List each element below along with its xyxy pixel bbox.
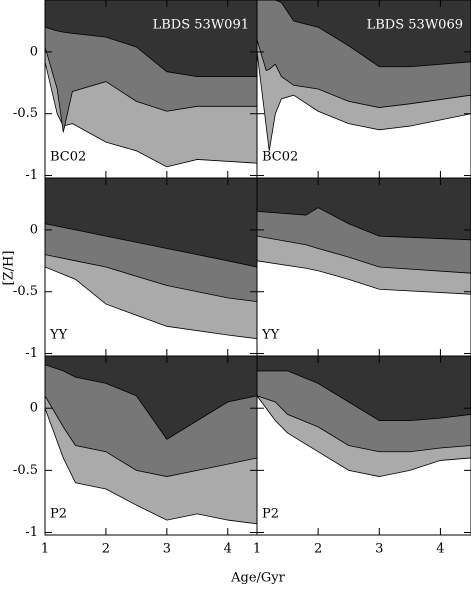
y-tick-label: -1 [25,346,38,361]
panel-title: LBDS 53W069 [367,18,463,33]
panel [257,356,471,535]
panel-title: LBDS 53W091 [153,18,249,33]
y-tick-label: -1 [25,525,38,540]
panel [45,0,257,178]
panel-label: P2 [262,507,279,522]
panel-label: BC02 [262,150,298,165]
contour-region [45,356,257,440]
x-tick-label: 4 [224,542,232,557]
x-tick-label: 1 [253,542,261,557]
contour-region [257,178,471,241]
y-tick-label: 0 [30,401,38,416]
y-tick-label: -1 [25,168,38,183]
y-tick-label: 0 [30,222,38,237]
panel [45,178,257,356]
panel [45,356,257,535]
y-tick-label: -0.5 [13,106,38,121]
panel-label: YY [261,328,280,343]
x-axis-label: Age/Gyr [230,571,286,586]
y-axis-label: [Z/H] [2,251,17,286]
y-tick-label: -0.5 [13,463,38,478]
contour-region [45,178,257,268]
y-tick-label: 0 [30,44,38,59]
x-tick-label: 2 [314,542,322,557]
contour-region [257,356,471,422]
y-tick-label: -0.5 [13,284,38,299]
x-tick-label: 1 [41,542,49,557]
contour-region [45,0,257,78]
panel-label: P2 [50,507,67,522]
contour-region [257,0,471,68]
panel [257,178,471,356]
x-tick-label: 4 [436,542,444,557]
panel-label: YY [49,328,68,343]
panel-frame [256,355,471,536]
panel-label: BC02 [50,150,86,165]
panel [257,0,471,178]
x-tick-label: 2 [102,542,110,557]
x-tick-label: 3 [375,542,383,557]
x-tick-label: 3 [163,542,171,557]
